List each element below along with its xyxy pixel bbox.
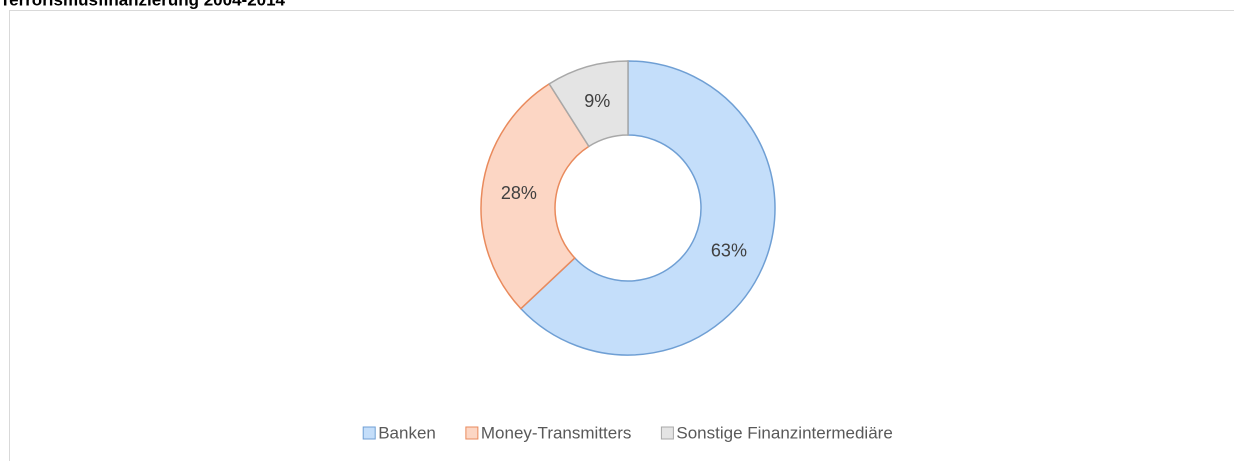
legend-swatch [362,426,376,440]
donut-slice [548,60,629,148]
legend-label: Banken [378,423,436,442]
title-backdrop [0,0,420,9]
chart-title: Terrorismusfinanzierung 2004-2014 [0,0,286,9]
legend-swatch [465,426,479,440]
data-label: 28% [501,183,537,203]
data-label: 9% [584,91,610,111]
legend-swatch [660,426,674,440]
legend-label: Sonstige Finanzintermediäre [676,423,892,442]
donut-slice [519,60,776,356]
donut-slice [480,82,590,310]
legend-label: Money-Transmitters [481,423,632,442]
data-label: 63% [711,240,747,260]
